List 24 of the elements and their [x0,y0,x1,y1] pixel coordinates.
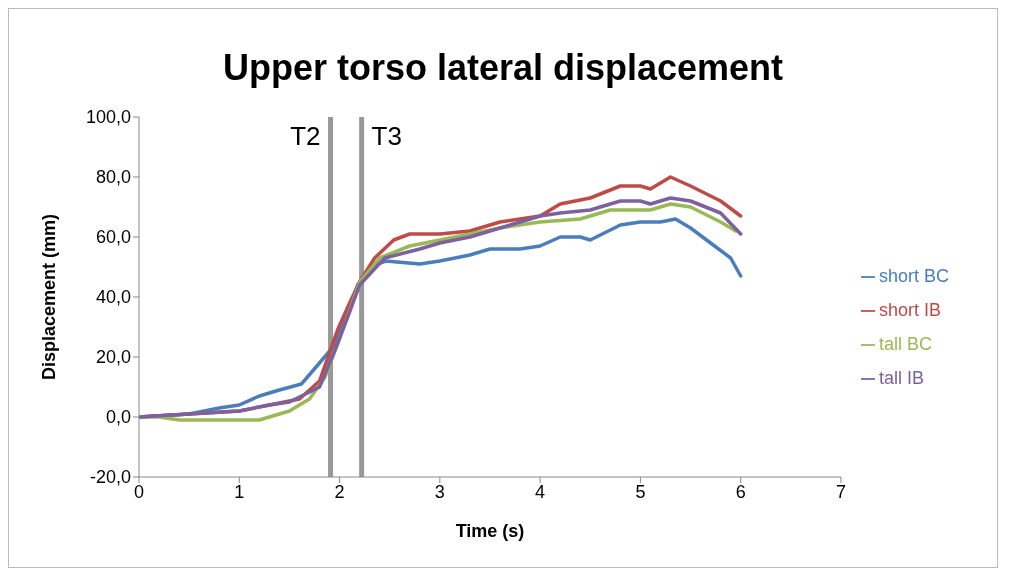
y-tick-label: 0,0 [105,407,131,428]
y-tick-label: 80,0 [95,167,131,188]
x-tick-label: 0 [133,481,145,502]
x-tick-label: 7 [835,481,846,502]
legend-label: short BC [878,266,949,286]
x-tick-label: 3 [434,481,445,502]
x-tick-label: 5 [635,481,646,502]
legend-label: tall IB [878,368,924,388]
y-tick-label: 60,0 [95,227,131,248]
x-tick-label: 4 [535,481,546,502]
y-tick-label: 40,0 [95,287,131,308]
ref-line-label: T2 [290,121,321,152]
y-tick-label: -20,0 [89,467,131,488]
x-axis-title: Time (s) [455,521,525,541]
ref-line-label: T3 [371,121,402,152]
x-tick-label: 2 [334,481,345,502]
x-tick-label: 6 [735,481,746,502]
y-tick-label: 100,0 [85,107,131,128]
y-tick-label: 20,0 [95,347,131,368]
legend-label: short IB [878,300,941,320]
chart-title: Upper torso lateral displacement [221,47,785,90]
x-tick-label: 1 [234,481,245,502]
y-axis-title: Displacement (mm) [39,213,60,381]
legend-label: tall BC [878,334,932,354]
